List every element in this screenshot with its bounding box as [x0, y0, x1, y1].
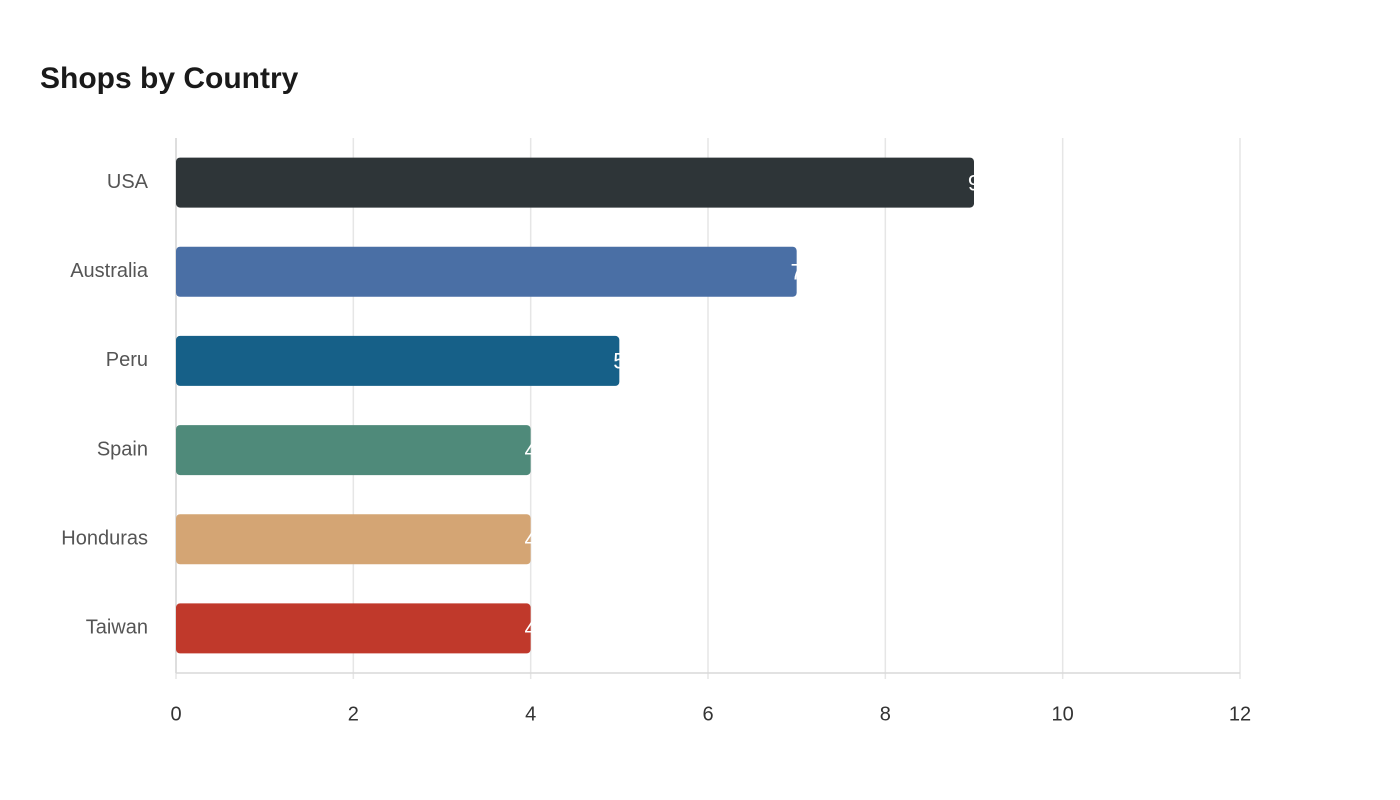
bar	[176, 514, 531, 565]
x-tick-label: 10	[1052, 703, 1074, 725]
data-label: 7	[791, 260, 803, 285]
x-tick-label: 6	[702, 703, 713, 725]
x-tick-label: 4	[525, 703, 536, 725]
bar	[176, 335, 620, 386]
data-label: 5	[613, 349, 625, 374]
y-tick-label: Honduras	[61, 528, 148, 550]
bar	[176, 425, 531, 476]
bar	[176, 157, 974, 208]
bar	[176, 603, 531, 654]
y-tick-label: Taiwan	[86, 617, 148, 639]
y-tick-label: USA	[107, 171, 149, 193]
data-label: 4	[525, 616, 537, 641]
x-tick-label: 8	[880, 703, 891, 725]
data-label: 4	[525, 438, 537, 463]
x-tick-label: 0	[170, 703, 181, 725]
data-label: 4	[525, 527, 537, 552]
bar	[176, 246, 797, 297]
y-tick-label: Australia	[70, 260, 149, 282]
y-tick-label: Spain	[97, 438, 148, 460]
x-tick-label: 2	[348, 703, 359, 725]
chart-title: Shops by Country	[40, 62, 299, 95]
y-tick-label: Peru	[106, 349, 148, 371]
x-tick-label: 12	[1229, 703, 1251, 725]
data-label: 9	[968, 170, 980, 195]
